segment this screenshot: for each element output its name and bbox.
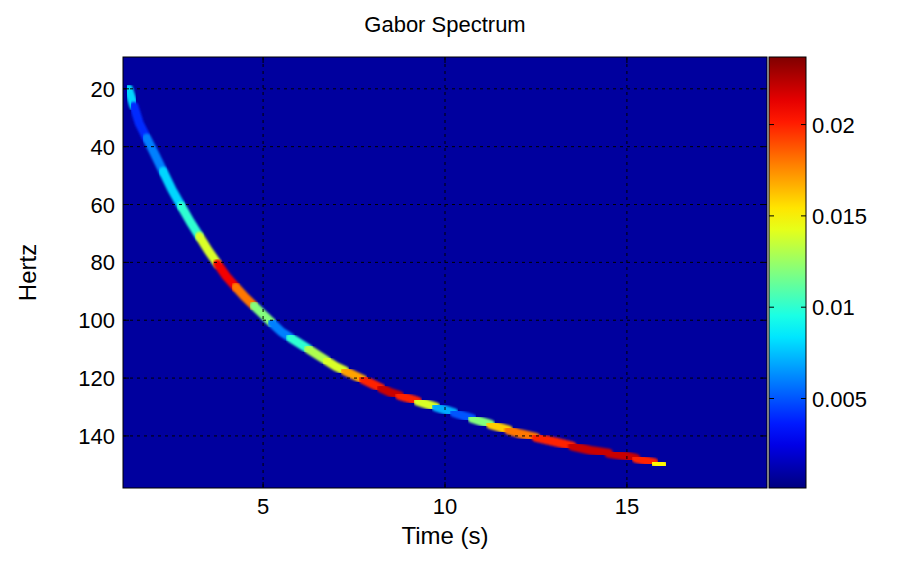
tick: [769, 398, 774, 399]
tick: [761, 320, 767, 321]
plot-area: [123, 57, 767, 488]
tick: [123, 204, 129, 205]
x-tick-label: 15: [615, 494, 639, 519]
tick: [769, 215, 774, 216]
frame: [123, 57, 767, 488]
tick: [445, 57, 446, 63]
background: [123, 57, 767, 488]
y-tick-label: 40: [91, 135, 115, 160]
tick: [123, 435, 129, 436]
y-tick-label: 20: [91, 77, 115, 102]
y-tick-label: 80: [91, 250, 115, 275]
tick: [761, 88, 767, 89]
grid-line: [445, 57, 446, 488]
ridge-cell: [199, 236, 217, 263]
grid-line: [123, 146, 767, 147]
grid-line: [123, 378, 767, 379]
ridge-cell: [147, 138, 163, 171]
tick: [801, 215, 806, 216]
ridge-cell: [163, 171, 181, 206]
grid-line: [123, 320, 767, 321]
tick: [801, 398, 806, 399]
y-tick-label: 140: [78, 424, 115, 449]
tick: [761, 262, 767, 263]
tick: [761, 435, 767, 436]
tick: [123, 378, 129, 379]
colorbar-tick-label: 0.02: [812, 113, 855, 138]
tick: [626, 482, 627, 488]
grid-line: [123, 435, 767, 436]
grid-line: [626, 57, 627, 488]
x-tick-label: 10: [433, 494, 457, 519]
colorbar-tick-label: 0.01: [812, 295, 855, 320]
grid-line: [123, 262, 767, 263]
grid-line: [263, 57, 264, 488]
tick: [769, 124, 774, 125]
grid-line: [123, 88, 767, 89]
ridge-cell: [654, 463, 663, 465]
ridge-cell: [134, 106, 147, 138]
ridge-cell: [572, 446, 608, 453]
tick: [263, 57, 264, 63]
grid-line: [123, 204, 767, 205]
tick: [123, 262, 129, 263]
tick: [801, 307, 806, 308]
x-axis-label: Time (s): [401, 522, 488, 549]
ridge-cell: [536, 437, 572, 446]
colorbar-tick-label: 0.015: [812, 204, 867, 229]
y-tick-label: 60: [91, 193, 115, 218]
ridge-cell: [181, 206, 199, 236]
chart: Gabor Spectrum 5 10 15 20 40 60 80 100 120 140 Time…: [0, 0, 914, 572]
tick: [263, 482, 264, 488]
colorbar: [769, 57, 806, 488]
tick: [123, 146, 129, 147]
tick: [123, 88, 129, 89]
x-tick-label: 5: [257, 494, 269, 519]
title: Gabor Spectrum: [364, 12, 525, 37]
y-tick-label: 100: [78, 308, 115, 333]
y-tick-label: 120: [78, 366, 115, 391]
tick: [626, 57, 627, 63]
tick: [761, 204, 767, 205]
tick: [761, 378, 767, 379]
band: [123, 165, 767, 169]
y-axis-label: Hertz: [14, 244, 41, 301]
tick: [123, 320, 129, 321]
tick: [761, 146, 767, 147]
colorbar-tick-label: 0.005: [812, 387, 867, 412]
tick: [445, 482, 446, 488]
tick: [769, 307, 774, 308]
tick: [801, 124, 806, 125]
